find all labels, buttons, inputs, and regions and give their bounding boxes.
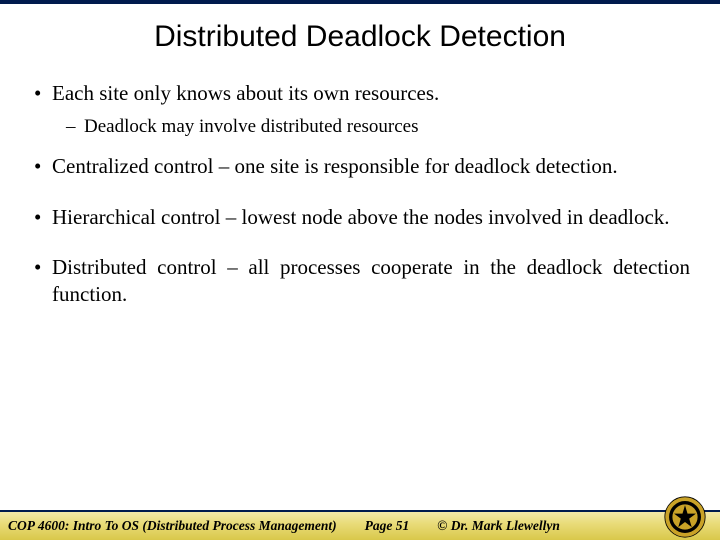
ucf-pegasus-logo-icon: [664, 496, 706, 538]
footer-author: © Dr. Mark Llewellyn: [437, 518, 560, 534]
slide-footer: COP 4600: Intro To OS (Distributed Proce…: [0, 506, 720, 540]
footer-band: COP 4600: Intro To OS (Distributed Proce…: [0, 510, 720, 540]
slide: Distributed Deadlock Detection Each site…: [0, 0, 720, 540]
sub-bullet-item: Deadlock may involve distributed resourc…: [30, 115, 690, 139]
footer-page: Page 51: [365, 518, 410, 534]
footer-course: COP 4600: Intro To OS (Distributed Proce…: [8, 518, 337, 534]
bullet-item: Distributed control – all processes coop…: [30, 254, 690, 308]
bullet-item: Centralized control – one site is respon…: [30, 153, 690, 180]
bullet-item: Hierarchical control – lowest node above…: [30, 204, 690, 231]
slide-content: Each site only knows about its own resou…: [0, 64, 720, 308]
bullet-item: Each site only knows about its own resou…: [30, 80, 690, 107]
slide-title: Distributed Deadlock Detection: [0, 4, 720, 64]
